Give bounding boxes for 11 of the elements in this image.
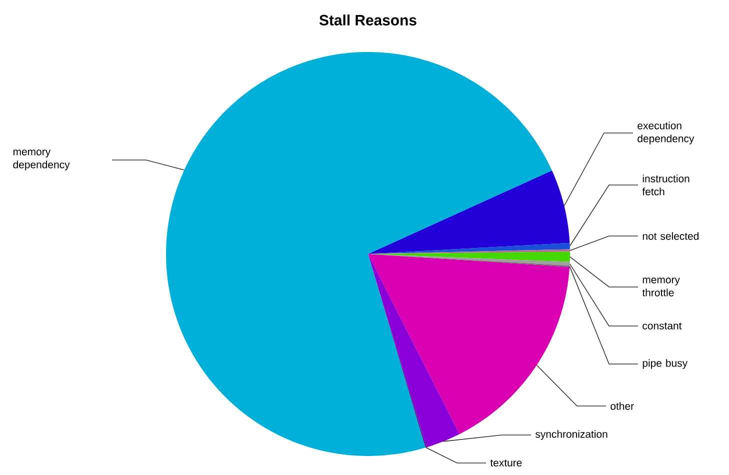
slice-label: texture <box>490 460 522 466</box>
slice-label: execution dependency <box>638 122 694 144</box>
slice-label: memory dependency <box>13 150 70 170</box>
chart-title: Stall Reasons <box>319 14 416 26</box>
slice-label: not selected <box>642 232 699 240</box>
slice-label: other <box>610 402 634 410</box>
slice-label: instruction fetch <box>642 174 690 196</box>
slice-label: pipe busy <box>642 359 688 369</box>
slice-label: memory throttle <box>642 278 680 296</box>
slice-label: synchronization <box>536 430 608 440</box>
slice-label: constant <box>642 322 682 330</box>
